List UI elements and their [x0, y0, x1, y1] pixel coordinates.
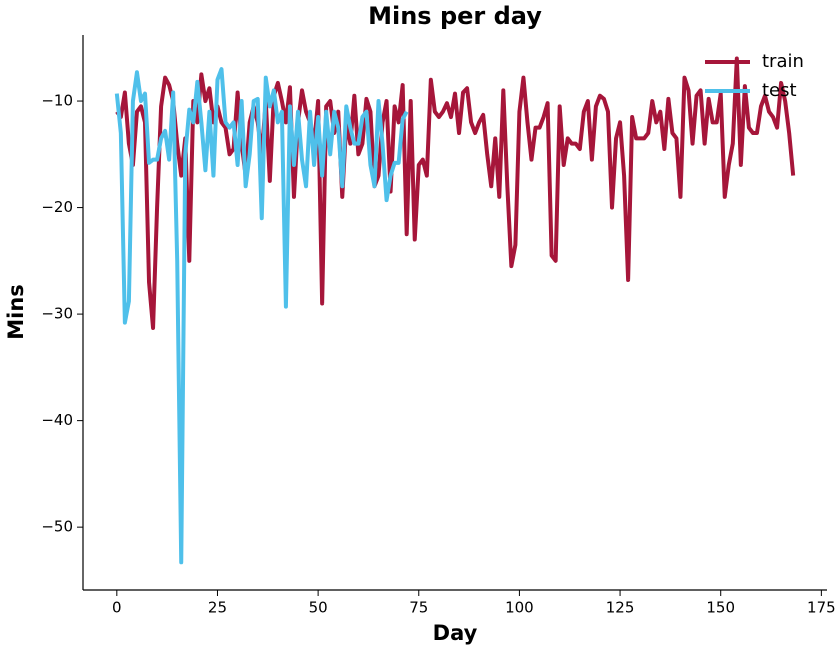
x-tick-label: 75	[409, 599, 428, 617]
y-tick-label: −10	[41, 92, 73, 110]
legend-label: test	[762, 80, 797, 101]
y-tick-label: −30	[41, 305, 73, 323]
y-tick-label: −50	[41, 518, 73, 536]
x-axis-label: Day	[433, 621, 478, 645]
y-tick-label: −40	[41, 411, 73, 429]
y-axis-label: Mins	[4, 284, 28, 340]
line-test	[114, 67, 409, 565]
legend-label: train	[762, 51, 804, 72]
x-tick-label: 100	[505, 599, 534, 617]
x-tick-label: 25	[208, 599, 227, 617]
x-tick-label: 0	[112, 599, 122, 617]
x-tick-label: 150	[706, 599, 735, 617]
chart-title: Mins per day	[368, 2, 542, 30]
x-tick-label: 175	[807, 599, 836, 617]
y-tick-label: −20	[41, 198, 73, 216]
line-train	[115, 56, 796, 330]
x-tick-label: 50	[309, 599, 328, 617]
x-tick-label: 125	[606, 599, 635, 617]
